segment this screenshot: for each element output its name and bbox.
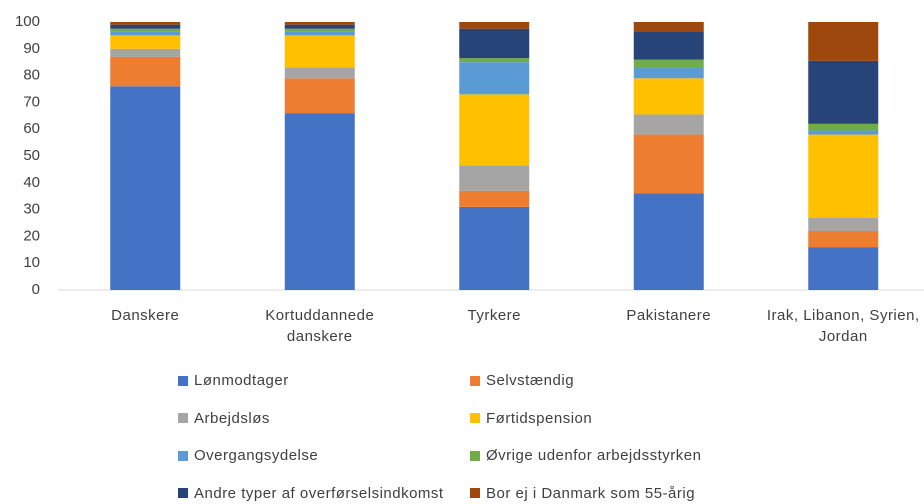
legend-label: Lønmodtager	[194, 372, 289, 389]
legend-label: Selvstændig	[486, 372, 575, 389]
x-tick-label: Kortuddannede danskere	[265, 307, 375, 345]
legend-entry: Selvstændig	[470, 372, 574, 389]
legend-label: Overgangsydelse	[194, 447, 319, 464]
legend-swatch	[470, 450, 480, 461]
legend-swatch	[178, 375, 188, 386]
y-tick-label: 90	[23, 40, 40, 57]
bar-segment	[110, 24, 181, 29]
y-tick-label: 50	[23, 147, 40, 164]
legend-entry: Andre typer af overførselsindkomst	[178, 485, 444, 502]
bar-segment	[459, 94, 530, 166]
legend-entry: Førtidspension	[470, 410, 592, 427]
bar-segment	[459, 58, 530, 63]
bar-segment	[110, 86, 181, 290]
bar-segment	[633, 193, 704, 290]
bar-segment	[110, 35, 181, 49]
y-tick-label: 0	[32, 281, 40, 298]
x-tick-label: Pakistanere	[626, 307, 712, 324]
y-tick-label: 60	[23, 120, 40, 137]
bar-segment	[284, 24, 355, 29]
bar-segment	[459, 28, 530, 59]
bar-segment	[459, 62, 530, 95]
bar-segment	[633, 134, 704, 194]
x-tick-label: Tyrkere	[467, 307, 521, 324]
legend-label: Bor ej i Danmark som 55-årig	[486, 484, 696, 502]
legend-swatch	[470, 413, 480, 423]
bar-segment	[110, 22, 181, 25]
bar-segment	[808, 247, 879, 290]
legend-entry: Øvrige udenfor arbejdsstyrken	[470, 447, 701, 464]
y-tick-label: 10	[23, 254, 40, 271]
bar-segment	[808, 22, 879, 61]
legend-swatch	[178, 450, 188, 461]
bar-segment	[284, 28, 355, 32]
bar-segment	[459, 190, 530, 207]
y-tick-label: 70	[23, 93, 40, 110]
bar-segment	[808, 231, 879, 248]
y-tick-label: 20	[23, 227, 40, 244]
bar-segment	[459, 22, 530, 29]
bar-segment	[808, 217, 879, 232]
bar-segment	[633, 67, 704, 79]
bar-segment	[284, 78, 355, 114]
x-tick-label: Danskere	[111, 307, 180, 324]
bar-segment	[110, 28, 181, 32]
bar-segment	[808, 123, 879, 131]
legend-label: Førtidspension	[486, 409, 593, 427]
bar-segment	[633, 78, 704, 115]
legend-entry: Overgangsydelse	[178, 447, 318, 464]
bar-segment	[808, 134, 879, 218]
bar-segment	[633, 22, 704, 32]
legend-swatch	[178, 488, 188, 498]
x-tick-label: Irak, Libanon, Syrien, Jordan	[766, 307, 920, 345]
legend-entry: Bor ej i Danmark som 55-årig	[470, 485, 695, 502]
bar-segment	[110, 31, 181, 36]
legend-entry: Lønmodtager	[178, 372, 289, 389]
legend-swatch	[178, 413, 188, 423]
bar-segment	[110, 56, 181, 87]
y-tick-label: 30	[23, 201, 40, 218]
bar-segment	[284, 31, 355, 36]
legend-swatch	[470, 375, 480, 386]
legend-label: Øvrige udenfor arbejdsstyrken	[486, 447, 702, 464]
y-tick-label: 100	[15, 13, 40, 30]
legend-label: Andre typer af overførselsindkomst	[194, 484, 444, 502]
bar-segment	[284, 113, 355, 291]
bar-segment	[633, 31, 704, 60]
bar-segment	[284, 22, 355, 25]
legend-entry: Arbejdsløs	[178, 410, 270, 427]
legend-swatch	[470, 488, 480, 498]
bar-segment	[633, 59, 704, 68]
bar-segment	[284, 67, 355, 79]
bar-segment	[459, 165, 530, 191]
bar-segment	[110, 48, 181, 57]
bar-segment	[284, 35, 355, 68]
bar-segment	[808, 60, 879, 124]
legend-label: Arbejdsløs	[194, 409, 270, 427]
bar-segment	[808, 130, 879, 135]
bar-segment	[459, 206, 530, 290]
bar-segment	[633, 114, 704, 135]
y-tick-label: 40	[23, 174, 40, 191]
y-tick-label: 80	[23, 67, 40, 84]
